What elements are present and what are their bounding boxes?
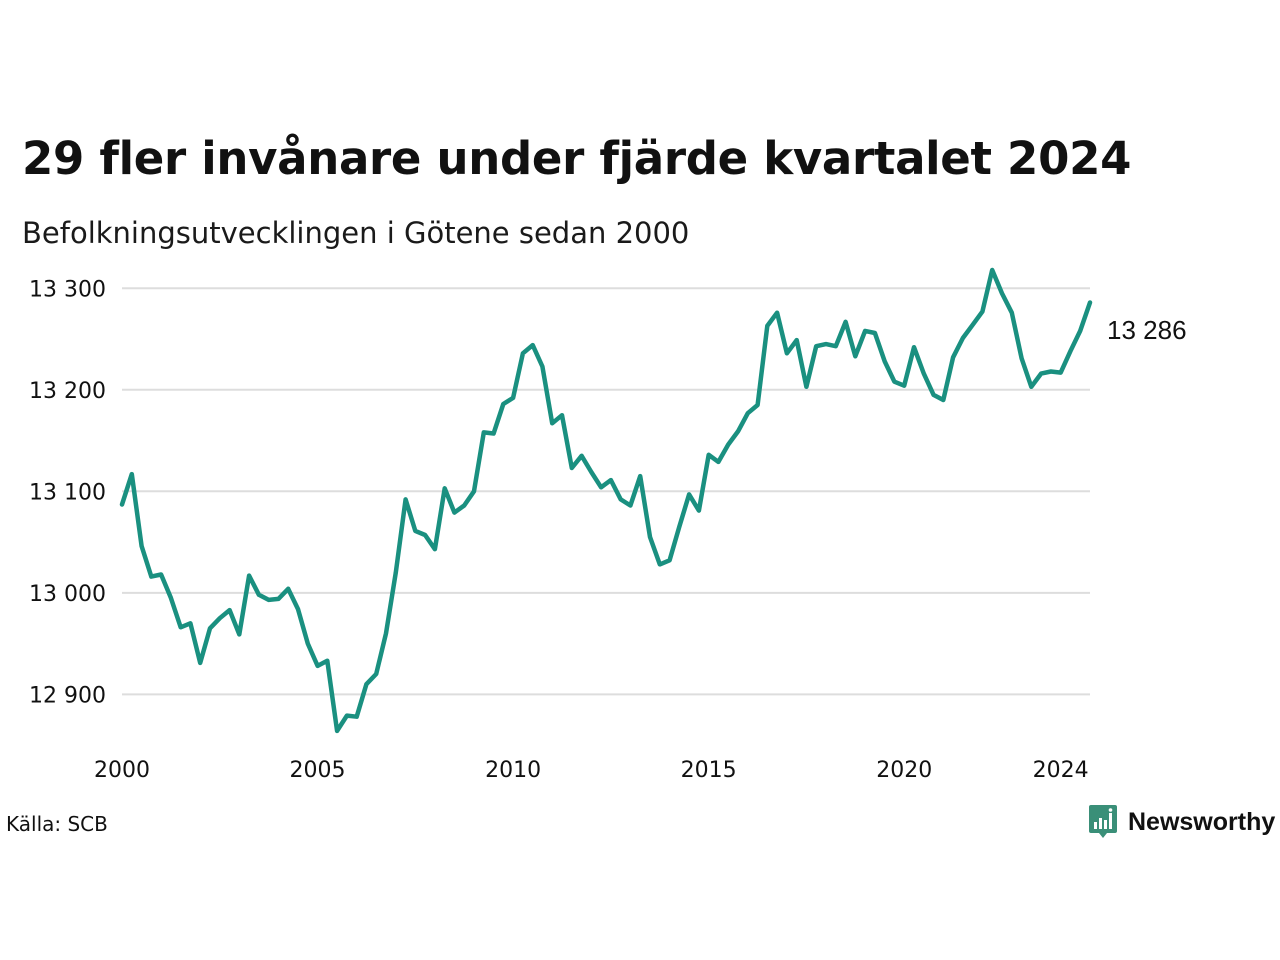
newsworthy-logo-icon (1089, 805, 1117, 838)
x-tick-label: 2000 (94, 758, 150, 783)
chart-title: 29 fler invånare under fjärde kvartalet … (22, 132, 1132, 185)
x-tick-label: 2024 (1033, 758, 1089, 783)
y-axis-tick-labels: 12 900 13 000 13 100 13 200 13 300 (29, 277, 106, 708)
y-tick-label: 13 300 (29, 277, 106, 302)
x-axis-tick-labels: 2000 2005 2010 2015 2020 2024 (94, 758, 1089, 783)
series-layer (119, 267, 1093, 734)
newsworthy-logo-text: Newsworthy (1128, 807, 1276, 836)
gridlines (122, 287, 1090, 696)
y-tick-label: 13 000 (29, 582, 106, 607)
y-tick-label: 12 900 (29, 683, 106, 708)
x-tick-label: 2015 (681, 758, 737, 783)
y-tick-label: 13 200 (29, 379, 106, 404)
end-value-label: 13 286 (1107, 315, 1187, 345)
y-tick-label: 13 100 (29, 480, 106, 505)
x-tick-label: 2005 (290, 758, 346, 783)
newsworthy-logo: Newsworthy (1088, 804, 1275, 840)
x-tick-label: 2020 (876, 758, 932, 783)
x-tick-label: 2010 (485, 758, 541, 783)
chart-subtitle: Befolkningsutvecklingen i Götene sedan 2… (22, 216, 690, 250)
population-series-line (119, 267, 1093, 734)
source-note: Källa: SCB (6, 812, 108, 836)
